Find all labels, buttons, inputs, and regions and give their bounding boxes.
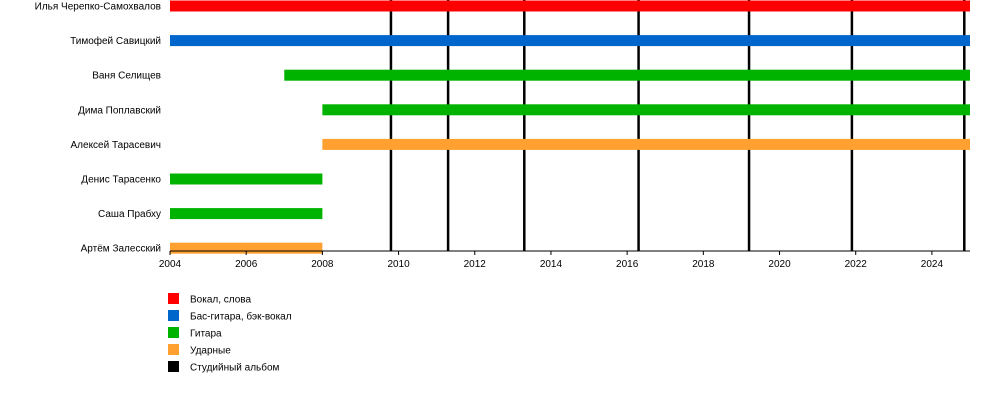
member-bar [322,104,970,116]
legend-swatch [168,327,179,338]
legend-label: Бас-гитара, бэк-вокал [190,311,292,323]
x-axis: 2004 2006 2008 2010 2012 2014 2016 2018 2020 2022… [159,250,970,270]
member-label: Ваня Селищев [92,71,161,82]
x-tick-label: 2004 [159,259,182,270]
x-tick-label: 2014 [540,259,563,270]
member-bar [170,0,970,12]
member-bar [322,138,970,150]
member-bar [170,35,970,47]
legend-label: Ударные [190,346,231,357]
x-tick-label: 2012 [464,259,487,270]
member-label: Саша Прабху [98,208,161,220]
member-label: Тимофей Савицкий [70,35,161,47]
member-bar [170,208,323,220]
member-bar [170,173,323,185]
member-label: Илья Черепко-Самохвалов [35,2,161,13]
member-labels: Илья Черепко-Самохвалов Тимофей Савицкий В… [35,2,162,255]
legend: Вокал, слова Бас-гитара, бэк-вокал Гитара У… [168,293,292,374]
x-tick-label: 2020 [768,259,791,270]
member-bar [284,69,970,81]
legend-label: Гитара [190,329,222,340]
x-tick-label: 2008 [311,259,334,270]
member-label: Артём Залесский [81,244,161,255]
member-label: Денис Тарасенко [81,175,161,186]
legend-swatch [168,344,179,355]
legend-swatch [168,293,179,304]
x-tick-label: 2006 [235,259,258,270]
x-tick-label: 2010 [387,259,410,270]
member-label: Дима Поплавский [78,105,161,116]
legend-label: Вокал, слова [190,295,251,306]
x-tick-label: 2024 [921,259,944,270]
legend-swatch [168,310,179,321]
legend-swatch [168,361,179,372]
x-tick-label: 2018 [692,259,715,270]
x-tick-label: 2022 [845,259,868,270]
member-label: Алексей Тарасевич [71,140,162,151]
member-bar [170,242,323,254]
x-tick-label: 2016 [616,259,639,270]
legend-label: Студийный альбом [190,362,280,374]
member-bars [170,0,970,254]
